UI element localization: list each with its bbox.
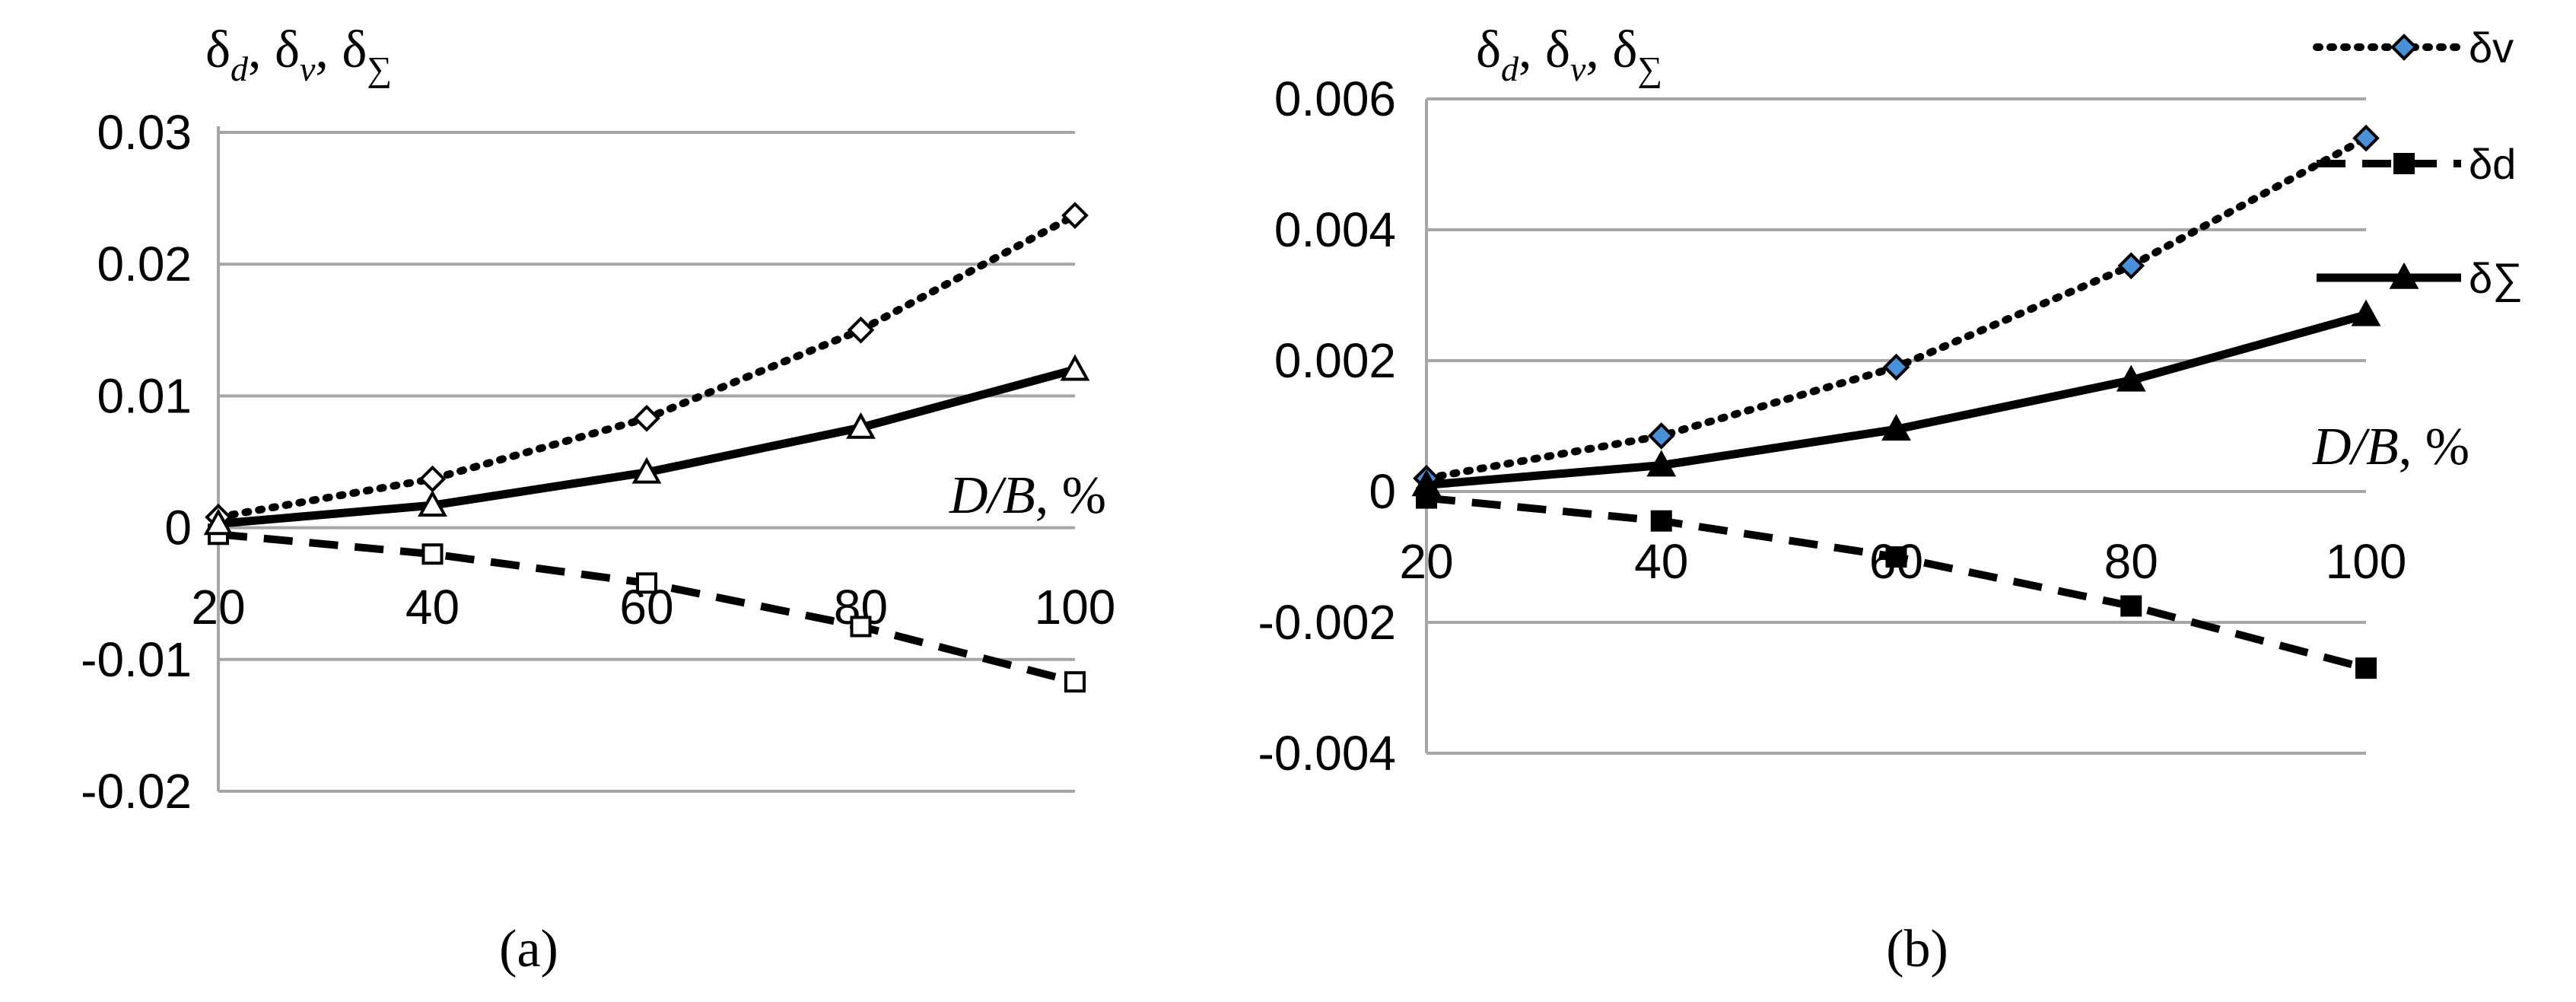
panel-a-x-tick-labels: 20 40 60 80 100 (191, 580, 1115, 635)
panel-a-data-point (1060, 354, 1090, 381)
legend-marker (2390, 33, 2418, 61)
panel-a-x-tick-label: 100 (1035, 580, 1116, 635)
panel-b-y-tick-label: 0.006 (1274, 72, 1396, 126)
legend-label: δd (2469, 140, 2516, 188)
panel-a-y-tick-label: 0.01 (97, 368, 192, 423)
panel-b-x-tick-label: 100 (2326, 534, 2407, 589)
panel-b-x-tick-label: 80 (2104, 534, 2158, 589)
panel-b-data-point (1885, 546, 1907, 568)
legend-label: δv (2469, 24, 2514, 72)
panel-a-data-point (1061, 202, 1089, 229)
panel-b-x-tick-label: 20 (1399, 534, 1453, 589)
panel-b-data-point (1650, 510, 1672, 532)
panel-b-data-point (1646, 450, 1677, 477)
panel-a-y-tick-label: -0.02 (81, 764, 192, 819)
panel-b-x-tick-label: 40 (1634, 534, 1688, 589)
panel-a-y-tick-label: 0 (164, 501, 192, 555)
panel-b-series-line (1426, 310, 2368, 489)
panel-a-x-tick-label: 40 (405, 580, 460, 635)
panel-b-x-axis-label: D/B, % (2312, 418, 2469, 476)
panel-b-data-point (2116, 364, 2146, 392)
panel-b-y-tick-label: 0.004 (1274, 202, 1396, 257)
panel-a-data-point (1064, 671, 1086, 693)
legend-marker (2389, 262, 2419, 289)
panel-a-data-point (631, 456, 662, 484)
panel-b-data-point (1411, 469, 1442, 497)
panel-a-y-tick-label: 0.03 (97, 105, 192, 160)
panel-b-data-point (2120, 595, 2142, 617)
panel-a-data-point (850, 616, 872, 638)
panel-a-y-tick-labels: -0.02 -0.01 0 0.01 0.02 0.03 (81, 105, 192, 819)
panel-b-data-point (2355, 657, 2377, 679)
panel-a-x-tick-label: 20 (191, 580, 245, 635)
panel-a-data-point (846, 412, 876, 439)
panel-b-series (1411, 124, 2381, 679)
panel-b-y-tick-labels: -0.004 -0.002 0 0.002 0.004 0.006 (1258, 72, 1396, 781)
panel-a-data-point (418, 490, 447, 517)
panel-b-caption: (b) (1886, 920, 1948, 978)
panel-b-y-tick-label: -0.002 (1258, 595, 1396, 650)
panel-b-data-point (1881, 414, 1911, 441)
panel-a-data-point (847, 316, 875, 344)
panel-a-y-tick-label: -0.01 (81, 632, 192, 687)
panel-b-y-tick-label: 0 (1369, 464, 1396, 519)
panel-b-data-point (1882, 353, 1910, 381)
panel-a-data-point (418, 465, 447, 493)
panel-a-series-line (218, 365, 1077, 528)
panel-a-series (203, 202, 1090, 693)
panel-a-data-point (633, 405, 660, 432)
panel-b-y-tick-label: -0.004 (1258, 726, 1396, 781)
panel-b-y-tick-label: 0.002 (1274, 333, 1396, 388)
panel-b-data-point (1647, 422, 1675, 450)
panel-a-x-axis-label: D/B, % (949, 466, 1106, 525)
legend-label: δ∑ (2469, 254, 2523, 302)
panel-b-legend: δv δd δ∑ (2313, 24, 2523, 302)
panel-a-y-axis-label: δd, δv, δ∑ (205, 21, 392, 88)
panel-a-data-point (421, 543, 444, 565)
legend-marker (2393, 153, 2415, 174)
panel-b-data-point (2117, 252, 2145, 280)
panel-b-data-point (2352, 124, 2380, 152)
panel-a-caption: (a) (499, 920, 558, 978)
panel-a-data-point (636, 572, 657, 594)
panel-a-y-tick-label: 0.02 (97, 237, 192, 291)
panel-a-data-point (203, 508, 234, 536)
panel-b-y-axis-label: δd, δv, δ∑ (1476, 21, 1662, 88)
panel-a-gridlines (218, 131, 1075, 793)
panel-b-data-point (2351, 299, 2381, 326)
